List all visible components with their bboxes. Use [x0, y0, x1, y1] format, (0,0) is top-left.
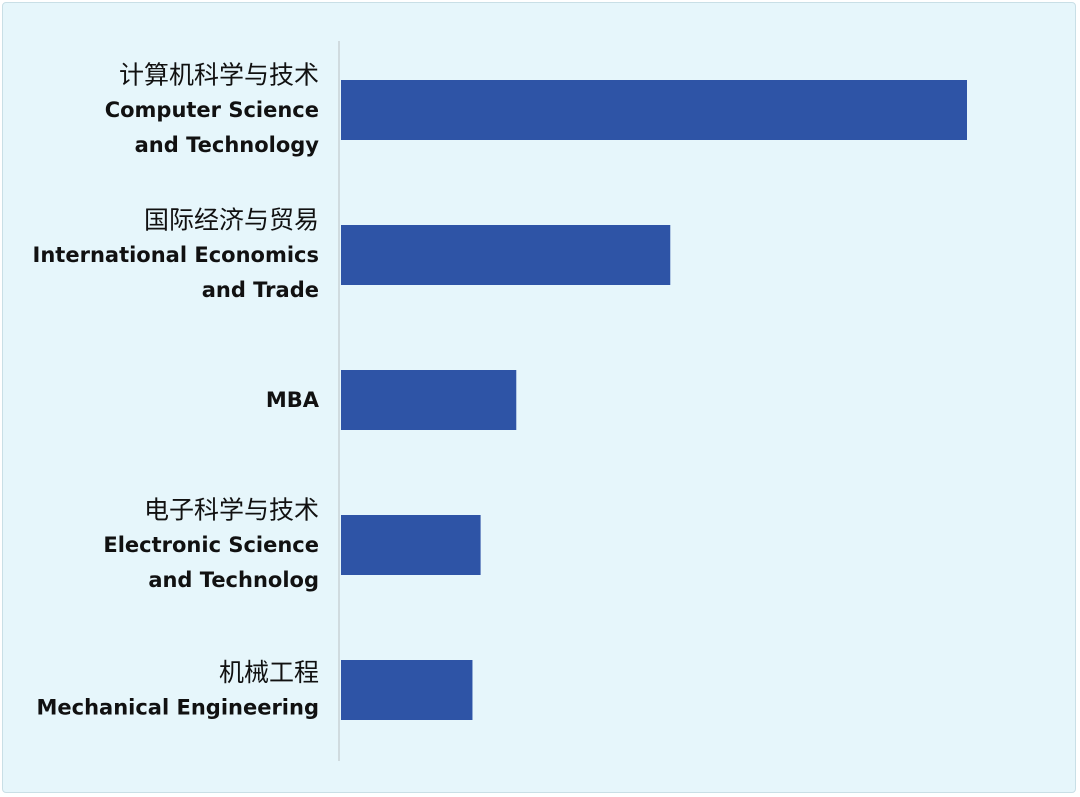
bar-chart: 计算机科学与技术 Computer Science and Technology 国际… [33, 41, 967, 761]
bar-1 [341, 225, 671, 285]
category-label-cn-4: 机械工程 [219, 658, 319, 687]
category-label-en-1-0: International Economics [33, 243, 319, 267]
category-label-cn-3: 电子科学与技术 [144, 496, 319, 525]
category-label-en-1-1: and Trade [202, 278, 319, 302]
bar-0 [341, 80, 967, 140]
bar-4 [341, 660, 473, 720]
category-label-en-3-0: Electronic Science [103, 533, 319, 557]
category-label-en-0-1: and Technology [135, 133, 320, 157]
category-label-cn-1: 国际经济与贸易 [144, 206, 319, 235]
category-label-cn-0: 计算机科学与技术 [119, 61, 319, 90]
bar-2 [341, 370, 517, 430]
category-label-en-0-0: Computer Science [105, 98, 319, 122]
category-label-en-4-0: Mechanical Engineering [37, 696, 320, 720]
bar-3 [341, 515, 481, 575]
category-label-en-3-1: and Technolog [148, 568, 319, 592]
category-label-en-2-0: MBA [266, 388, 320, 412]
